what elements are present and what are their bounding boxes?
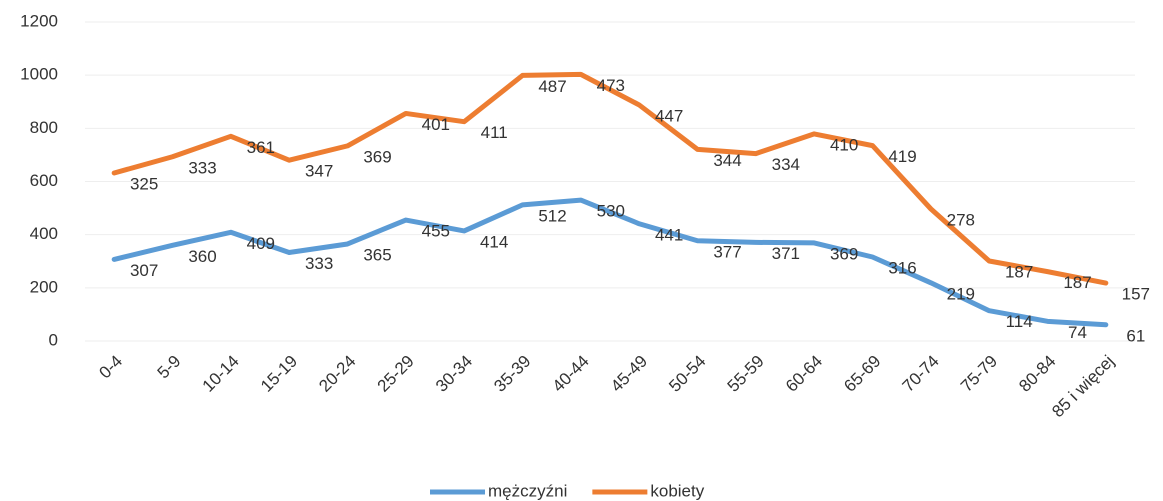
data-label: 414 (480, 232, 508, 251)
data-label: 369 (363, 147, 391, 166)
data-label: 219 (947, 284, 975, 303)
x-tick-label: 80-84 (1015, 352, 1059, 396)
data-label: 347 (305, 162, 333, 181)
data-label: 512 (538, 206, 566, 225)
data-label: 157 (1122, 285, 1150, 304)
y-tick-label: 200 (30, 277, 58, 296)
series-line (111, 197, 1109, 328)
data-label: 455 (422, 222, 450, 241)
data-label: 187 (1063, 273, 1091, 292)
x-tick-label: 25-29 (374, 352, 418, 396)
x-tick-label: 35-39 (490, 352, 534, 396)
y-tick-label: 1200 (20, 11, 58, 30)
data-label: 441 (655, 225, 683, 244)
data-label: 333 (188, 158, 216, 177)
data-label: 377 (713, 242, 741, 261)
series-line (111, 71, 1109, 286)
data-label: 410 (830, 135, 858, 154)
data-label: 278 (947, 210, 975, 229)
data-label: 369 (830, 244, 858, 263)
data-label: 447 (655, 106, 683, 125)
data-label: 411 (481, 123, 508, 142)
y-tick-label: 0 (49, 330, 58, 349)
x-tick-label: 70-74 (899, 352, 943, 396)
x-tick-label: 85 i więcej (1048, 352, 1118, 422)
x-tick-label: 65-69 (840, 352, 884, 396)
x-tick-label: 15-19 (257, 352, 301, 396)
data-label: 487 (538, 77, 566, 96)
x-tick-label: 40-44 (549, 352, 593, 396)
x-tick-label: 60-64 (782, 352, 826, 396)
data-label: 473 (597, 76, 625, 95)
data-label: 307 (130, 261, 158, 280)
data-label: 74 (1068, 323, 1087, 342)
x-tick-label: 50-54 (665, 352, 709, 396)
data-label: 530 (597, 202, 625, 221)
data-label: 61 (1126, 326, 1145, 345)
data-label: 419 (888, 147, 916, 166)
data-label: 334 (772, 155, 800, 174)
y-tick-label: 400 (30, 224, 58, 243)
data-label: 114 (1006, 312, 1033, 331)
y-tick-label: 800 (30, 118, 58, 137)
y-tick-label: 600 (30, 171, 58, 190)
data-label: 401 (422, 115, 450, 134)
data-label: 344 (713, 151, 741, 170)
data-label: 325 (130, 174, 158, 193)
x-tick-label: 30-34 (432, 352, 476, 396)
data-label: 316 (888, 258, 916, 277)
legend-label: kobiety (650, 481, 704, 500)
x-tick-label: 75-79 (957, 352, 1001, 396)
data-label: 409 (247, 234, 275, 253)
data-label: 361 (247, 138, 275, 157)
x-tick-label: 10-14 (199, 352, 243, 396)
x-tick-label: 20-24 (315, 352, 359, 396)
x-tick-label: 45-49 (607, 352, 651, 396)
data-label: 333 (305, 254, 333, 273)
x-tick-label: 0-4 (95, 352, 126, 383)
data-label: 187 (1005, 262, 1033, 281)
y-tick-label: 1000 (20, 65, 58, 84)
x-tick-label: 5-9 (154, 352, 185, 383)
data-label: 371 (772, 244, 800, 263)
data-label: 365 (363, 245, 391, 264)
data-label: 360 (188, 247, 216, 266)
legend-label: mężczyźni (488, 481, 567, 500)
x-tick-label: 55-59 (724, 352, 768, 396)
